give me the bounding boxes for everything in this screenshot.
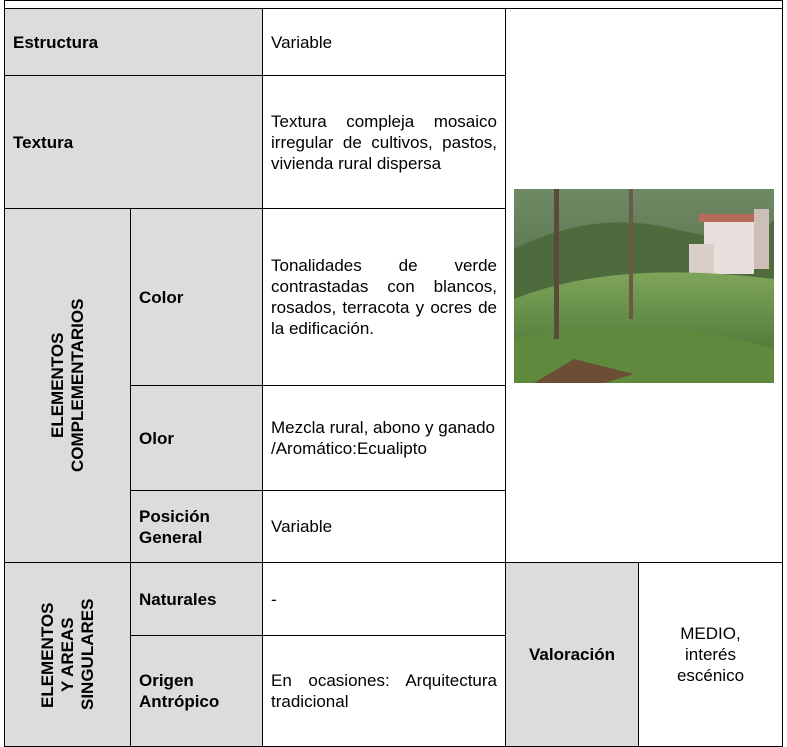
photo xyxy=(514,188,774,383)
label-cell: Color xyxy=(130,208,263,386)
value-cell: Variable xyxy=(262,490,506,563)
label-cell: Textura xyxy=(4,75,263,209)
value-cell: En ocasiones: Arquitectura tradicional xyxy=(262,635,506,747)
photo-cell xyxy=(505,8,783,563)
label-cell: Origen Antrópico xyxy=(130,635,263,747)
value-cell: Variable xyxy=(262,8,506,76)
group-label: ELEMENTOS COMPLEMENTARIOS xyxy=(47,298,87,473)
value-cell: MEDIO, interés escénico xyxy=(638,562,783,747)
label-cell: Naturales xyxy=(130,562,263,636)
label-cell: Olor xyxy=(130,385,263,491)
group-cell: ELEMENTOS COMPLEMENTARIOS xyxy=(4,208,131,563)
group-label: ELEMENTOS Y AREAS SINGULARES xyxy=(37,598,97,710)
value-cell: Textura compleja mosaico irregular de cu… xyxy=(262,75,506,209)
label-cell: Posición General xyxy=(130,490,263,563)
value-cell: Tonalidades de verde contrastadas con bl… xyxy=(262,208,506,386)
label-cell: Valoración xyxy=(505,562,639,747)
value-cell: Mezcla rural, abono y ganado /Aromático:… xyxy=(262,385,506,491)
top-edge xyxy=(4,0,783,9)
value-cell: - xyxy=(262,562,506,636)
label-cell: Estructura xyxy=(4,8,263,76)
group-cell: ELEMENTOS Y AREAS SINGULARES xyxy=(4,562,131,747)
